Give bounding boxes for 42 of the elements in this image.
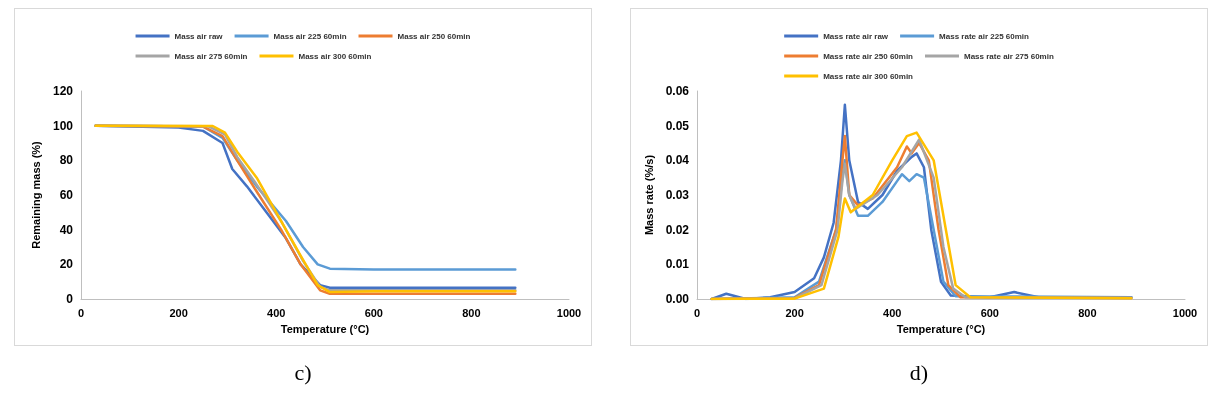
- x-tick-label: 800: [1078, 306, 1097, 319]
- x-tick-label: 1000: [1172, 306, 1198, 319]
- x-tick-label: 0: [77, 306, 85, 319]
- text: d): [908, 360, 930, 386]
- x-tick-label: 400: [267, 306, 286, 319]
- y-tick-label: 40: [59, 222, 74, 237]
- y-tick-label: 0: [66, 292, 74, 306]
- y-tick-label: 0.05: [665, 118, 690, 133]
- legend-label: Mass air 250 60min: [397, 31, 471, 41]
- x-tick-label: 600: [364, 306, 383, 319]
- legend-label: Mass air 300 60min: [298, 51, 372, 61]
- legend-label: Mass rate air 225 60min: [939, 31, 1030, 41]
- x-tick-label: 400: [883, 306, 902, 319]
- legend-label: Mass rate air 250 60min: [823, 51, 914, 61]
- x-tick-label: 0: [693, 306, 701, 319]
- y-tick-label: 0.02: [665, 222, 690, 237]
- y-tick-label: 0.01: [665, 257, 690, 272]
- legend-label: Mass air 225 60min: [273, 31, 347, 41]
- y-tick-label: 120: [52, 84, 74, 98]
- legend-label: Mass air 275 60min: [174, 51, 248, 61]
- y-axis-title: Remaining mass (%): [29, 140, 42, 249]
- y-tick-label: 20: [59, 257, 74, 272]
- x-tick-label: 200: [785, 306, 804, 319]
- y-tick-label: 0.06: [665, 84, 690, 98]
- y-axis-title: Mass rate (%/s): [643, 154, 656, 236]
- y-tick-label: 0.04: [665, 153, 690, 168]
- y-tick-label: 0.03: [665, 188, 690, 202]
- y-tick-label: 100: [52, 118, 74, 133]
- x-axis-title: Temperature (°C): [896, 322, 986, 335]
- text: c): [293, 360, 313, 386]
- x-tick-label: 1000: [556, 306, 582, 319]
- legend-label: Mass rate air 300 60min: [823, 71, 914, 81]
- legend-label: Mass rate air 275 60min: [964, 51, 1054, 61]
- y-tick-label: 80: [59, 153, 74, 168]
- legend-label: Mass rate air raw: [823, 31, 889, 41]
- x-tick-label: 800: [462, 306, 481, 319]
- x-tick-label: 200: [169, 306, 188, 319]
- y-tick-label: 60: [59, 188, 74, 202]
- legend-label: Mass air raw: [174, 31, 224, 41]
- y-tick-label: 0.00: [665, 292, 690, 306]
- x-tick-label: 600: [980, 306, 999, 319]
- x-axis-title: Temperature (°C): [280, 322, 370, 335]
